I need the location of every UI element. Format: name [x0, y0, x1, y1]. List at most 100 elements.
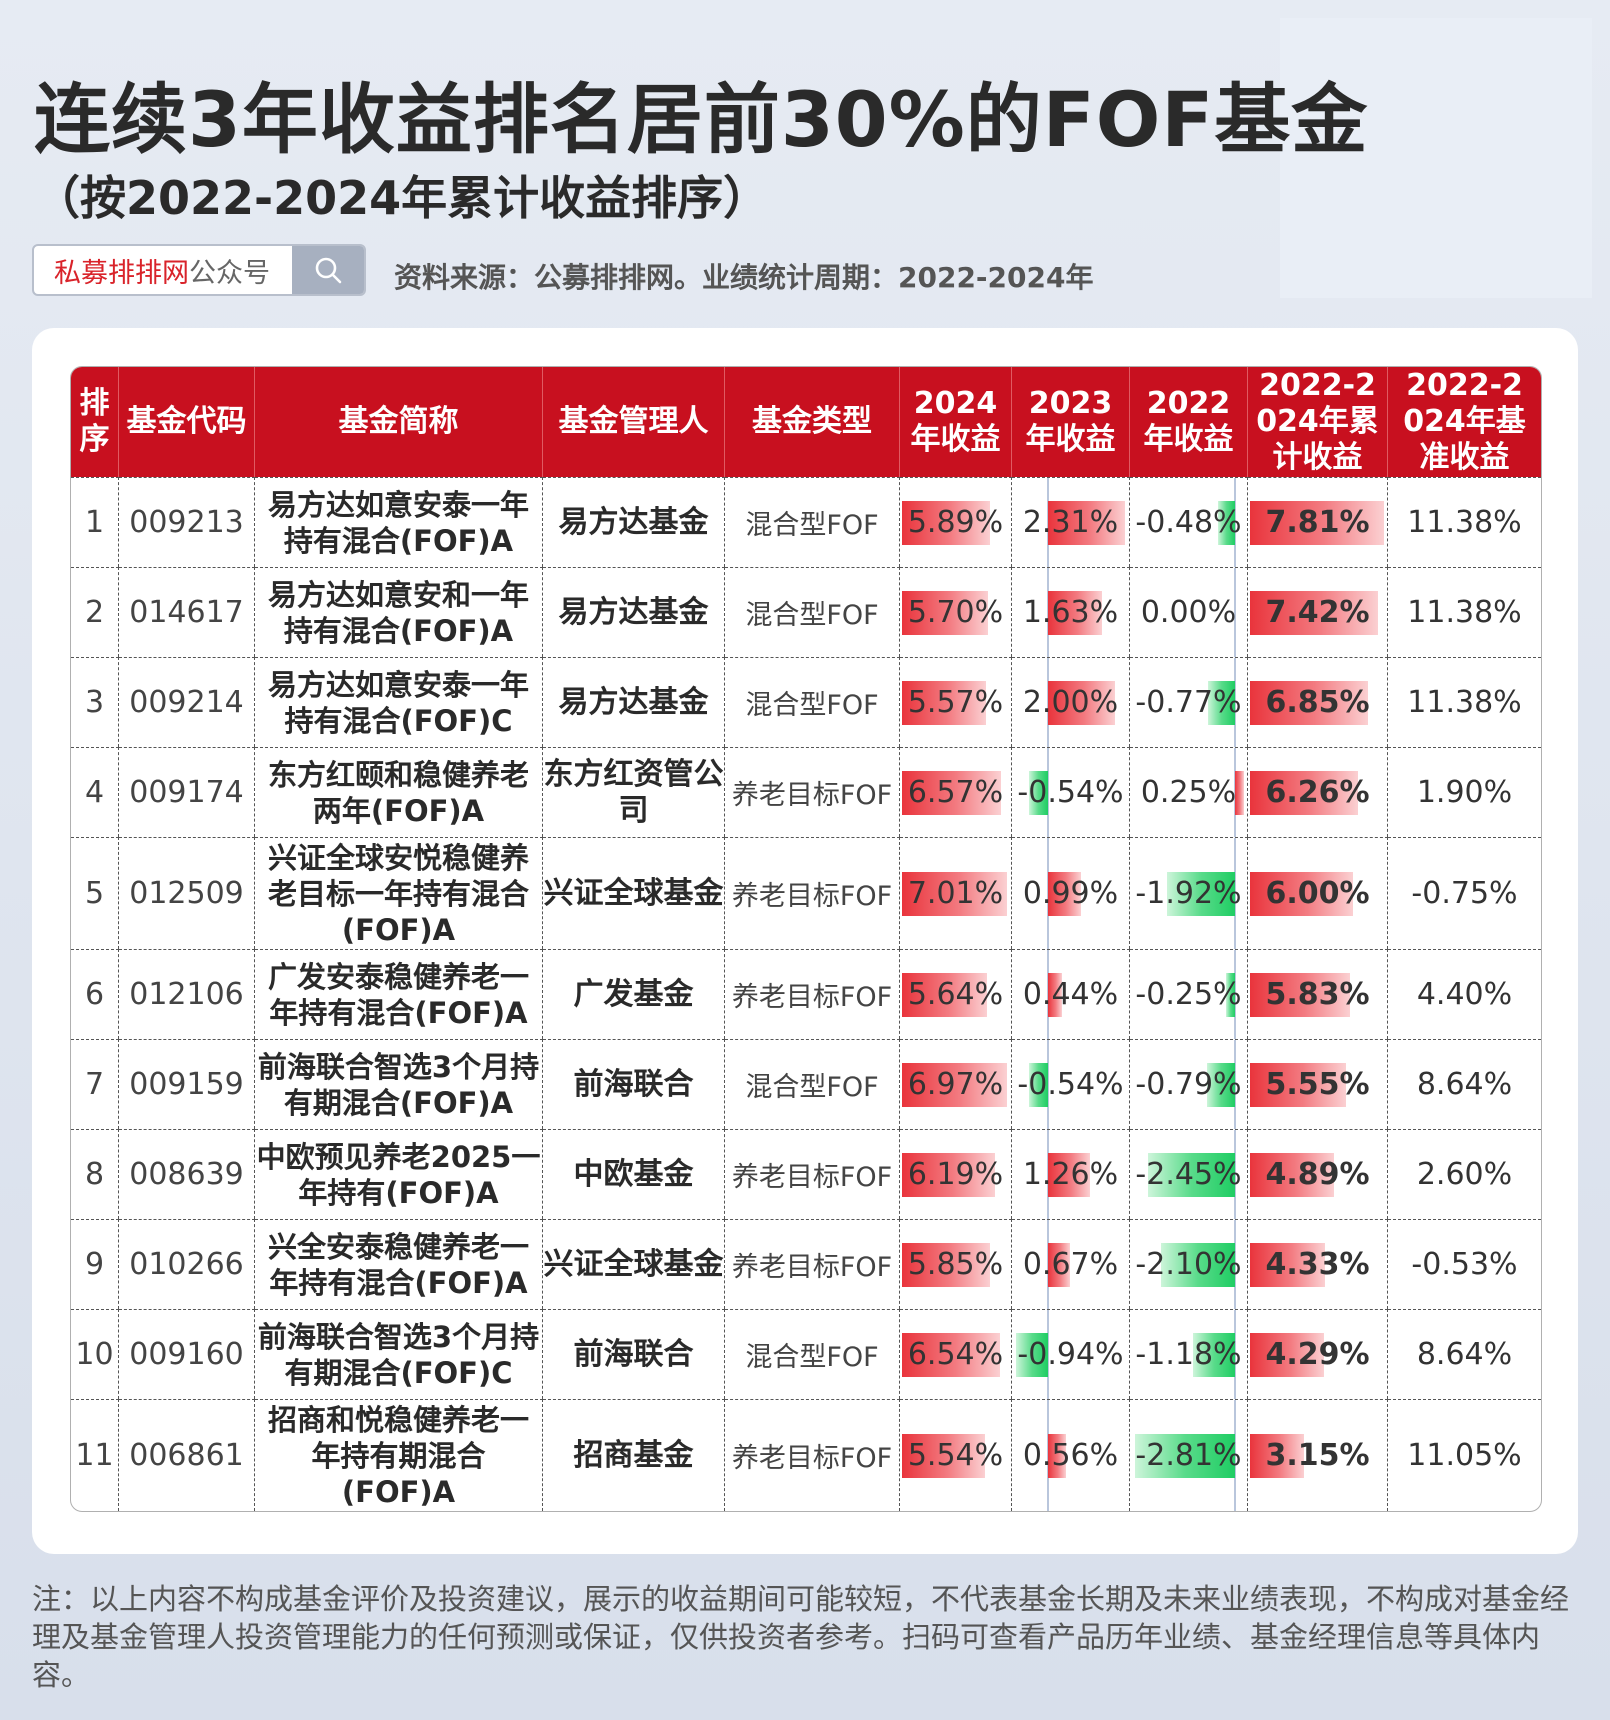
cell-r2024: 5.70%: [900, 567, 1012, 657]
cell-type: 养老目标FOF: [725, 949, 900, 1039]
cell-manager: 兴证全球基金: [543, 837, 725, 949]
cell-bench: 11.38%: [1388, 657, 1541, 747]
table-row: 1 009213 易方达如意安泰一年持有混合(FOF)A 易方达基金 混合型FOF 5.8…: [71, 477, 1541, 567]
cell-type: 混合型FOF: [725, 1039, 900, 1129]
positive-return-bar: [1047, 871, 1081, 916]
table-row: 5 012509 兴证全球安悦稳健养老目标一年持有混合(FOF)A 兴证全球基金 养老目…: [71, 837, 1541, 949]
cell-value: -2.81%: [1135, 1438, 1242, 1473]
cell-value: 0.99%: [1022, 876, 1119, 911]
cell-rank: 6: [71, 949, 119, 1039]
cell-name: 兴全安泰稳健养老一年持有混合(FOF)A: [255, 1219, 543, 1309]
cell-name: 易方达如意安泰一年持有混合(FOF)A: [255, 477, 543, 567]
cell-name: 东方红颐和稳健养老两年(FOF)A: [255, 747, 543, 837]
page-subtitle: （按2022-2024年累计收益排序）: [34, 171, 770, 225]
positive-return-bar: [1250, 1433, 1305, 1478]
search-icon: [315, 257, 342, 284]
cell-cum: 7.42%: [1248, 567, 1388, 657]
cell-name: 兴证全球安悦稳健养老目标一年持有混合(FOF)A: [255, 837, 543, 949]
positive-return-bar: [902, 500, 991, 545]
cell-code: 009213: [119, 477, 255, 567]
cell-type: 混合型FOF: [725, 657, 900, 747]
positive-return-bar: [902, 680, 986, 725]
cell-value: 5.64%: [907, 977, 1004, 1012]
cell-r2024: 5.85%: [900, 1219, 1012, 1309]
positive-return-bar: [1250, 1152, 1335, 1197]
cell-code: 010266: [119, 1219, 255, 1309]
cell-name: 中欧预见养老2025一年持有(FOF)A: [255, 1129, 543, 1219]
cell-cum: 7.81%: [1248, 477, 1388, 567]
header-rank: 排序: [71, 367, 119, 477]
search-box[interactable]: 私募排排网公众号: [32, 244, 366, 296]
negative-return-bar: [1029, 770, 1048, 815]
cell-r2023: 1.63%: [1012, 567, 1130, 657]
cell-value: -0.94%: [1017, 1337, 1124, 1372]
cell-value: 5.57%: [907, 685, 1004, 720]
cell-value: 1.63%: [1022, 595, 1119, 630]
negative-return-bar: [1207, 680, 1236, 725]
header-type: 基金类型: [725, 367, 900, 477]
table-row: 11 006861 招商和悦稳健养老一年持有期混合(FOF)A 招商基金 养老目标FOF…: [71, 1399, 1541, 1511]
cell-type: 混合型FOF: [725, 1309, 900, 1399]
positive-return-bar: [902, 871, 1008, 916]
header-benchmark: 2022-2024年基准收益: [1388, 367, 1541, 477]
table-row: 7 009159 前海联合智选3个月持有期混合(FOF)A 前海联合 混合型FOF 6.9…: [71, 1039, 1541, 1129]
cell-value: 6.54%: [907, 1337, 1004, 1372]
cell-r2023: 0.67%: [1012, 1219, 1130, 1309]
cell-name: 易方达如意安泰一年持有混合(FOF)C: [255, 657, 543, 747]
cell-rank: 5: [71, 837, 119, 949]
cell-type: 养老目标FOF: [725, 747, 900, 837]
table-row: 8 008639 中欧预见养老2025一年持有(FOF)A 中欧基金 养老目标FOF 6.…: [71, 1129, 1541, 1219]
table-row: 4 009174 东方红颐和稳健养老两年(FOF)A 东方红资管公司 养老目标FOF 6.…: [71, 747, 1541, 837]
cell-value: -0.54%: [1017, 775, 1124, 810]
cell-cum: 5.83%: [1248, 949, 1388, 1039]
positive-return-bar: [1250, 1062, 1346, 1107]
cell-rank: 2: [71, 567, 119, 657]
positive-return-bar: [1250, 500, 1385, 545]
cell-cum: 4.29%: [1248, 1309, 1388, 1399]
decorative-panel: [1280, 18, 1592, 298]
zero-axis-line: [1234, 568, 1237, 657]
positive-return-bar: [1047, 1152, 1090, 1197]
cell-cum: 6.85%: [1248, 657, 1388, 747]
cell-rank: 7: [71, 1039, 119, 1129]
cell-value: 5.70%: [907, 595, 1004, 630]
cell-bench: 2.60%: [1388, 1129, 1541, 1219]
cell-bench: -0.75%: [1388, 837, 1541, 949]
cell-r2023: 0.44%: [1012, 949, 1130, 1039]
table-row: 2 014617 易方达如意安和一年持有混合(FOF)A 易方达基金 混合型FOF 5.7…: [71, 567, 1541, 657]
cell-r2023: 2.00%: [1012, 657, 1130, 747]
zero-axis-line: [1234, 1040, 1237, 1129]
header-manager: 基金管理人: [543, 367, 725, 477]
cell-code: 009174: [119, 747, 255, 837]
cell-bench: -0.53%: [1388, 1219, 1541, 1309]
cell-name: 招商和悦稳健养老一年持有期混合(FOF)A: [255, 1399, 543, 1511]
cell-r2022: -2.10%: [1130, 1219, 1248, 1309]
search-button[interactable]: [292, 246, 364, 294]
header-r2022: 2022年收益: [1130, 367, 1248, 477]
cell-manager: 易方达基金: [543, 477, 725, 567]
fund-table: 排序 基金代码 基金简称 基金管理人 基金类型 2024年收益 2023年收益 …: [70, 366, 1542, 1512]
positive-return-bar: [902, 1433, 986, 1478]
cell-type: 养老目标FOF: [725, 1129, 900, 1219]
zero-axis-line: [1234, 950, 1237, 1039]
header-name: 基金简称: [255, 367, 543, 477]
negative-return-bar: [1193, 1332, 1236, 1377]
table-row: 3 009214 易方达如意安泰一年持有混合(FOF)C 易方达基金 混合型FOF 5.5…: [71, 657, 1541, 747]
header-r2023: 2023年收益: [1012, 367, 1130, 477]
cell-value: 2.00%: [1022, 685, 1119, 720]
cell-bench: 11.38%: [1388, 477, 1541, 567]
search-label: 私募排排网公众号: [34, 251, 292, 290]
negative-return-bar: [1016, 1332, 1048, 1377]
negative-return-bar: [1029, 1062, 1048, 1107]
cell-value: -0.25%: [1135, 977, 1242, 1012]
positive-return-bar: [1047, 680, 1115, 725]
positive-return-bar: [1235, 770, 1245, 815]
cell-r2022: -2.81%: [1130, 1399, 1248, 1511]
cell-value: 7.81%: [1265, 505, 1370, 540]
cell-r2024: 5.57%: [900, 657, 1012, 747]
positive-return-bar: [1250, 680, 1368, 725]
cell-cum: 4.89%: [1248, 1129, 1388, 1219]
cell-rank: 4: [71, 747, 119, 837]
cell-code: 012509: [119, 837, 255, 949]
positive-return-bar: [902, 1242, 990, 1287]
